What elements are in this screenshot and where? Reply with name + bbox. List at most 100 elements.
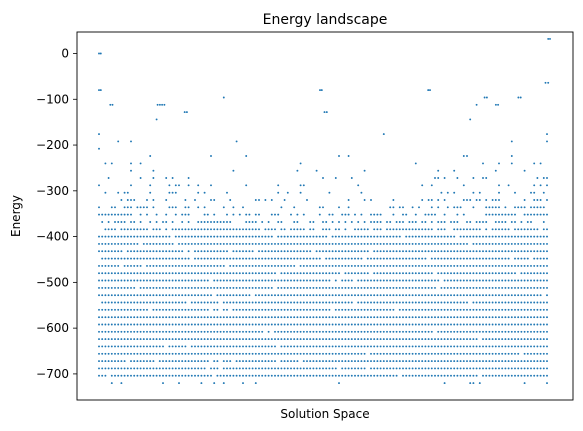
scatter-point xyxy=(430,338,433,341)
scatter-point xyxy=(245,257,248,260)
scatter-point xyxy=(280,250,283,253)
scatter-point xyxy=(104,352,107,355)
scatter-point xyxy=(149,360,152,363)
scatter-point xyxy=(245,301,248,304)
scatter-point xyxy=(475,338,478,341)
scatter-point xyxy=(267,294,270,297)
scatter-point xyxy=(315,294,318,297)
scatter-point xyxy=(206,345,209,348)
scatter-point xyxy=(498,360,500,363)
scatter-point xyxy=(152,308,155,311)
scatter-point xyxy=(338,257,340,260)
scatter-point xyxy=(171,374,174,377)
scatter-point xyxy=(523,301,526,304)
scatter-point xyxy=(171,323,174,326)
scatter-point xyxy=(466,301,468,304)
scatter-point xyxy=(395,330,398,333)
scatter-point xyxy=(536,257,539,260)
scatter-point xyxy=(376,286,379,289)
scatter-point xyxy=(523,257,526,260)
scatter-point xyxy=(158,242,161,245)
scatter-point xyxy=(146,345,148,348)
scatter-point xyxy=(414,345,417,348)
scatter-point xyxy=(110,367,113,370)
scatter-point xyxy=(446,323,449,326)
scatter-point xyxy=(405,338,408,341)
scatter-point xyxy=(171,367,174,370)
scatter-point xyxy=(251,308,254,311)
scatter-point xyxy=(498,367,500,370)
scatter-point xyxy=(376,294,379,297)
scatter-point xyxy=(126,235,129,238)
scatter-point xyxy=(411,272,414,275)
scatter-point xyxy=(168,330,171,333)
scatter-point xyxy=(530,286,532,289)
scatter-point xyxy=(501,316,504,319)
scatter-point xyxy=(498,264,500,267)
scatter-point xyxy=(117,286,120,289)
scatter-point xyxy=(315,264,318,267)
scatter-point xyxy=(520,330,523,333)
scatter-point xyxy=(130,330,132,333)
scatter-point xyxy=(366,279,369,282)
scatter-point xyxy=(501,345,504,348)
scatter-point xyxy=(293,286,296,289)
scatter-point xyxy=(498,323,500,326)
scatter-point xyxy=(408,286,411,289)
scatter-point xyxy=(373,286,376,289)
scatter-point xyxy=(245,374,248,377)
scatter-point xyxy=(402,330,404,333)
scatter-point xyxy=(539,316,542,319)
scatter-point xyxy=(152,257,155,260)
scatter-point xyxy=(210,323,212,326)
scatter-point xyxy=(146,294,148,297)
scatter-point xyxy=(539,352,542,355)
scatter-point xyxy=(338,235,340,238)
scatter-point xyxy=(533,286,536,289)
scatter-point xyxy=(114,294,116,297)
scatter-point xyxy=(306,308,308,311)
scatter-point xyxy=(149,279,152,282)
scatter-point xyxy=(235,360,238,363)
scatter-point xyxy=(526,272,529,275)
scatter-point xyxy=(277,242,280,245)
scatter-point xyxy=(411,316,414,319)
scatter-point xyxy=(536,374,539,377)
scatter-point xyxy=(171,286,174,289)
scatter-point xyxy=(395,242,398,245)
scatter-point xyxy=(488,264,491,267)
scatter-point xyxy=(126,242,129,245)
scatter-point xyxy=(322,308,324,311)
scatter-point xyxy=(546,286,548,289)
scatter-point xyxy=(370,242,372,245)
scatter-point xyxy=(440,345,443,348)
scatter-point xyxy=(494,250,497,253)
scatter-point xyxy=(418,374,420,377)
scatter-point xyxy=(350,374,353,377)
scatter-point xyxy=(323,111,326,114)
scatter-point xyxy=(542,286,545,289)
scatter-point xyxy=(450,367,452,370)
scatter-point xyxy=(152,330,155,333)
scatter-point xyxy=(328,352,331,355)
scatter-point xyxy=(341,250,344,253)
scatter-point xyxy=(98,374,100,377)
scatter-point xyxy=(98,89,100,92)
scatter-point xyxy=(507,338,510,341)
scatter-point xyxy=(482,162,484,165)
scatter-point xyxy=(178,286,180,289)
scatter-point xyxy=(165,323,168,326)
scatter-point xyxy=(322,228,324,231)
scatter-point xyxy=(338,330,340,333)
scatter-point xyxy=(421,264,424,267)
scatter-point xyxy=(107,228,110,231)
scatter-point xyxy=(536,360,539,363)
scatter-point xyxy=(120,250,123,253)
scatter-point xyxy=(110,279,113,282)
scatter-point xyxy=(299,191,302,194)
scatter-point xyxy=(546,338,548,341)
scatter-point xyxy=(197,338,200,341)
scatter-point xyxy=(123,242,126,245)
y-tick-label: 0 xyxy=(61,47,69,61)
scatter-point xyxy=(286,352,289,355)
